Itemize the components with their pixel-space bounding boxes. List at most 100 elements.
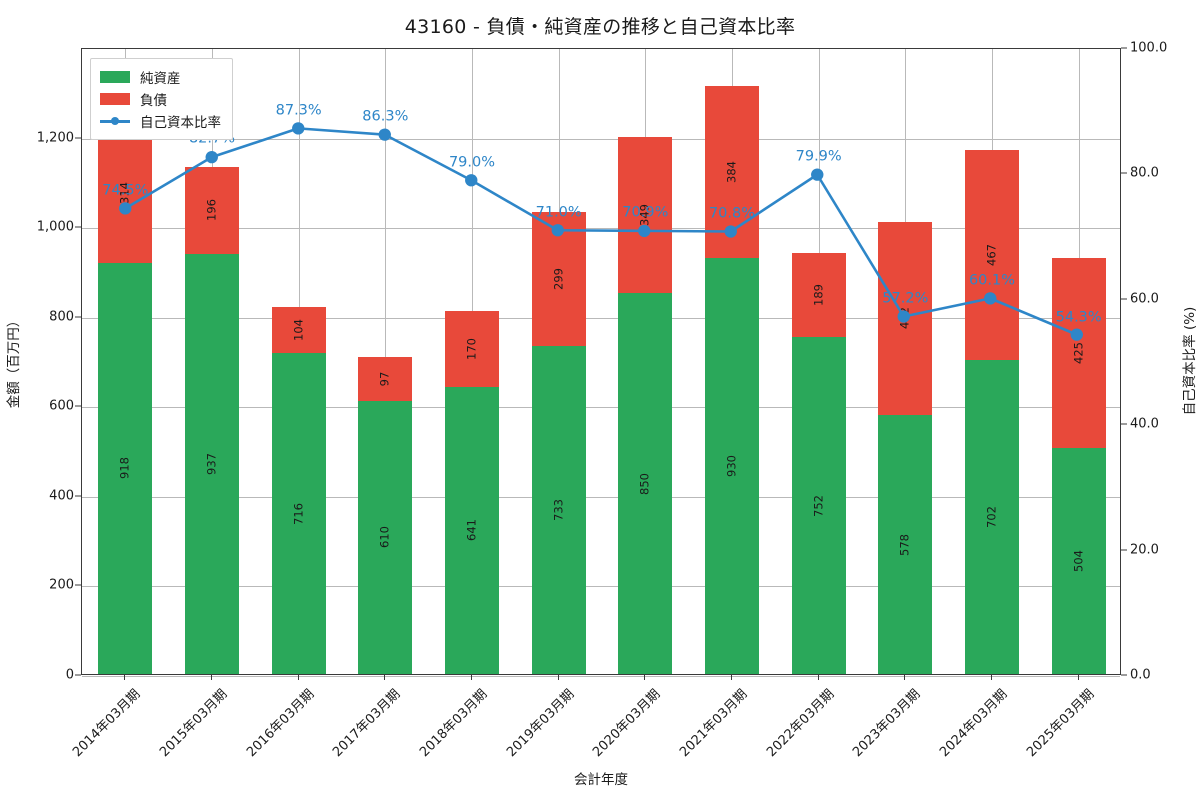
legend-item-label: 純資産 bbox=[140, 71, 181, 87]
bar-group[interactable]: 850 349 bbox=[618, 137, 673, 674]
bar-segment-liabilities[interactable]: 189 bbox=[791, 252, 846, 338]
bar-group[interactable]: 702 467 bbox=[965, 150, 1019, 674]
y-axis-tick-mark-right bbox=[1121, 549, 1127, 551]
bar-segment-net-assets[interactable]: 702 bbox=[965, 359, 1019, 674]
bar-segment-net-assets[interactable]: 641 bbox=[445, 386, 499, 674]
y-axis-tick-label-left: 1,000 bbox=[36, 219, 74, 235]
bar-segment-net-assets[interactable]: 930 bbox=[705, 257, 759, 674]
data-point-marker[interactable] bbox=[984, 292, 997, 305]
legend-line-marker-icon bbox=[100, 115, 130, 127]
bar-segment-net-assets[interactable]: 937 bbox=[185, 254, 239, 674]
bar-segment-net-assets[interactable]: 918 bbox=[98, 262, 153, 674]
plot-area: 918 314 937 196 716 104 610 97 641 170 733 299 850 34… bbox=[81, 48, 1121, 677]
bar-segment-liabilities[interactable]: 425 bbox=[1051, 257, 1106, 449]
legend-item[interactable]: 自己資本比率 bbox=[100, 110, 221, 132]
x-axis-tick-mark bbox=[558, 675, 559, 680]
y-axis-tick-label-left: 600 bbox=[49, 398, 74, 414]
bar-group[interactable]: 930 384 bbox=[705, 85, 759, 674]
y-axis-tick-mark-right bbox=[1121, 423, 1127, 425]
bar-segment-net-assets[interactable]: 850 bbox=[618, 293, 673, 674]
percent-labels-layer: 74.5%82.7%87.3%86.3%79.0%71.0%70.9%70.8%… bbox=[82, 49, 1120, 674]
data-point-marker[interactable] bbox=[378, 128, 391, 141]
bar-segment-net-assets[interactable]: 716 bbox=[271, 353, 326, 674]
data-point-marker[interactable] bbox=[1070, 328, 1083, 341]
equity-ratio-label: 70.8% bbox=[708, 205, 756, 222]
x-axis-tick-mark bbox=[1078, 675, 1079, 680]
data-point-marker[interactable] bbox=[551, 224, 564, 237]
bar-group[interactable]: 641 170 bbox=[445, 310, 499, 674]
bar-segment-liabilities[interactable]: 104 bbox=[271, 306, 326, 354]
equity-ratio-label: 60.1% bbox=[968, 272, 1016, 289]
equity-ratio-label: 57.2% bbox=[882, 290, 929, 307]
equity-ratio-label: 87.3% bbox=[275, 102, 322, 119]
y-axis-tick-mark-left bbox=[75, 674, 81, 676]
bar-segment-net-assets[interactable]: 610 bbox=[358, 400, 413, 674]
bar-segment-net-assets[interactable]: 733 bbox=[531, 345, 586, 674]
legend-item[interactable]: 純資産 bbox=[100, 66, 221, 88]
data-point-marker[interactable] bbox=[205, 150, 218, 164]
line-series-layer bbox=[82, 49, 1120, 674]
bar-segment-liabilities[interactable]: 170 bbox=[445, 310, 499, 387]
bar-segment-liabilities[interactable]: 97 bbox=[358, 357, 413, 401]
y-axis-tick-label-right: 40.0 bbox=[1130, 416, 1159, 432]
y-axis-tick-label-left: 400 bbox=[49, 488, 74, 504]
y-axis-label-left: 金額（百万円） bbox=[6, 313, 22, 409]
x-axis-tick-mark bbox=[991, 675, 992, 680]
bar-segment-liabilities[interactable]: 314 bbox=[98, 122, 153, 263]
gridline-horizontal bbox=[82, 496, 1120, 498]
bar-segment-liabilities[interactable]: 196 bbox=[185, 166, 239, 255]
bar-group[interactable]: 937 196 bbox=[185, 166, 239, 674]
data-point-marker[interactable] bbox=[638, 224, 651, 238]
y-axis-tick-label-right: 0.0 bbox=[1130, 667, 1151, 683]
x-axis-tick-label: 2023年03月期 bbox=[850, 686, 924, 761]
x-axis-tick-label: 2016年03月期 bbox=[243, 686, 318, 761]
gridline-horizontal bbox=[82, 138, 1120, 140]
x-axis-label: 会計年度 bbox=[574, 772, 628, 788]
bar-group[interactable]: 752 189 bbox=[791, 252, 846, 674]
bar-segment-liabilities[interactable]: 467 bbox=[965, 150, 1019, 360]
legend-item[interactable]: 負債 bbox=[100, 88, 221, 110]
x-axis-tick-label: 2024年03月期 bbox=[937, 686, 1011, 761]
x-axis-tick-mark bbox=[384, 675, 385, 680]
y-axis-tick-mark-left bbox=[75, 584, 81, 586]
equity-ratio-line-svg bbox=[119, 122, 1083, 341]
gridline-horizontal bbox=[82, 676, 1120, 677]
data-point-marker[interactable] bbox=[292, 122, 305, 135]
equity-ratio-label: 54.3% bbox=[1055, 309, 1102, 326]
y-axis-tick-mark-left bbox=[75, 226, 81, 228]
bars-layer: 918 314 937 196 716 104 610 97 641 170 733 299 850 34… bbox=[82, 49, 1120, 674]
x-axis-tick-label: 2014年03月期 bbox=[70, 686, 144, 761]
y-axis-tick-mark-right bbox=[1121, 674, 1127, 676]
y-axis-tick-label-right: 20.0 bbox=[1130, 542, 1159, 558]
x-axis-tick-mark bbox=[298, 675, 299, 680]
data-point-marker[interactable] bbox=[724, 225, 737, 238]
x-axis-tick-label: 2020年03月期 bbox=[590, 686, 664, 761]
x-axis-tick-mark bbox=[731, 675, 732, 680]
bar-segment-net-assets[interactable]: 578 bbox=[878, 415, 933, 674]
bar-group[interactable]: 918 314 bbox=[98, 122, 153, 674]
gridline-horizontal bbox=[82, 586, 1120, 588]
bar-group[interactable]: 504 425 bbox=[1051, 257, 1106, 674]
legend-swatch-icon bbox=[100, 71, 130, 83]
data-point-marker[interactable] bbox=[811, 168, 824, 181]
data-point-marker[interactable] bbox=[897, 310, 910, 323]
data-point-marker[interactable] bbox=[119, 202, 132, 215]
chart-legend: 純資産 負債 自己資本比率 bbox=[90, 58, 233, 140]
y-axis-tick-mark-left bbox=[75, 316, 81, 318]
gridline-horizontal bbox=[82, 317, 1120, 319]
bar-segment-net-assets[interactable]: 752 bbox=[791, 337, 846, 674]
x-axis-tick-label: 2015年03月期 bbox=[157, 686, 231, 761]
equity-ratio-label: 74.5% bbox=[102, 182, 149, 199]
y-axis-tick-label-left: 1,200 bbox=[36, 130, 74, 146]
x-axis-tick-label: 2019年03月期 bbox=[503, 686, 578, 761]
bar-group[interactable]: 733 299 bbox=[531, 211, 586, 674]
data-point-marker[interactable] bbox=[465, 174, 478, 187]
bar-group[interactable]: 716 104 bbox=[271, 306, 326, 674]
bar-segment-liabilities[interactable]: 349 bbox=[618, 137, 673, 294]
bar-group[interactable]: 610 97 bbox=[358, 357, 413, 674]
y-axis-label-right: 自己資本比率 (%) bbox=[1182, 306, 1198, 416]
x-axis-tick-mark bbox=[818, 675, 819, 680]
y-axis-tick-label-right: 80.0 bbox=[1130, 165, 1159, 181]
bar-segment-net-assets[interactable]: 504 bbox=[1051, 448, 1106, 674]
